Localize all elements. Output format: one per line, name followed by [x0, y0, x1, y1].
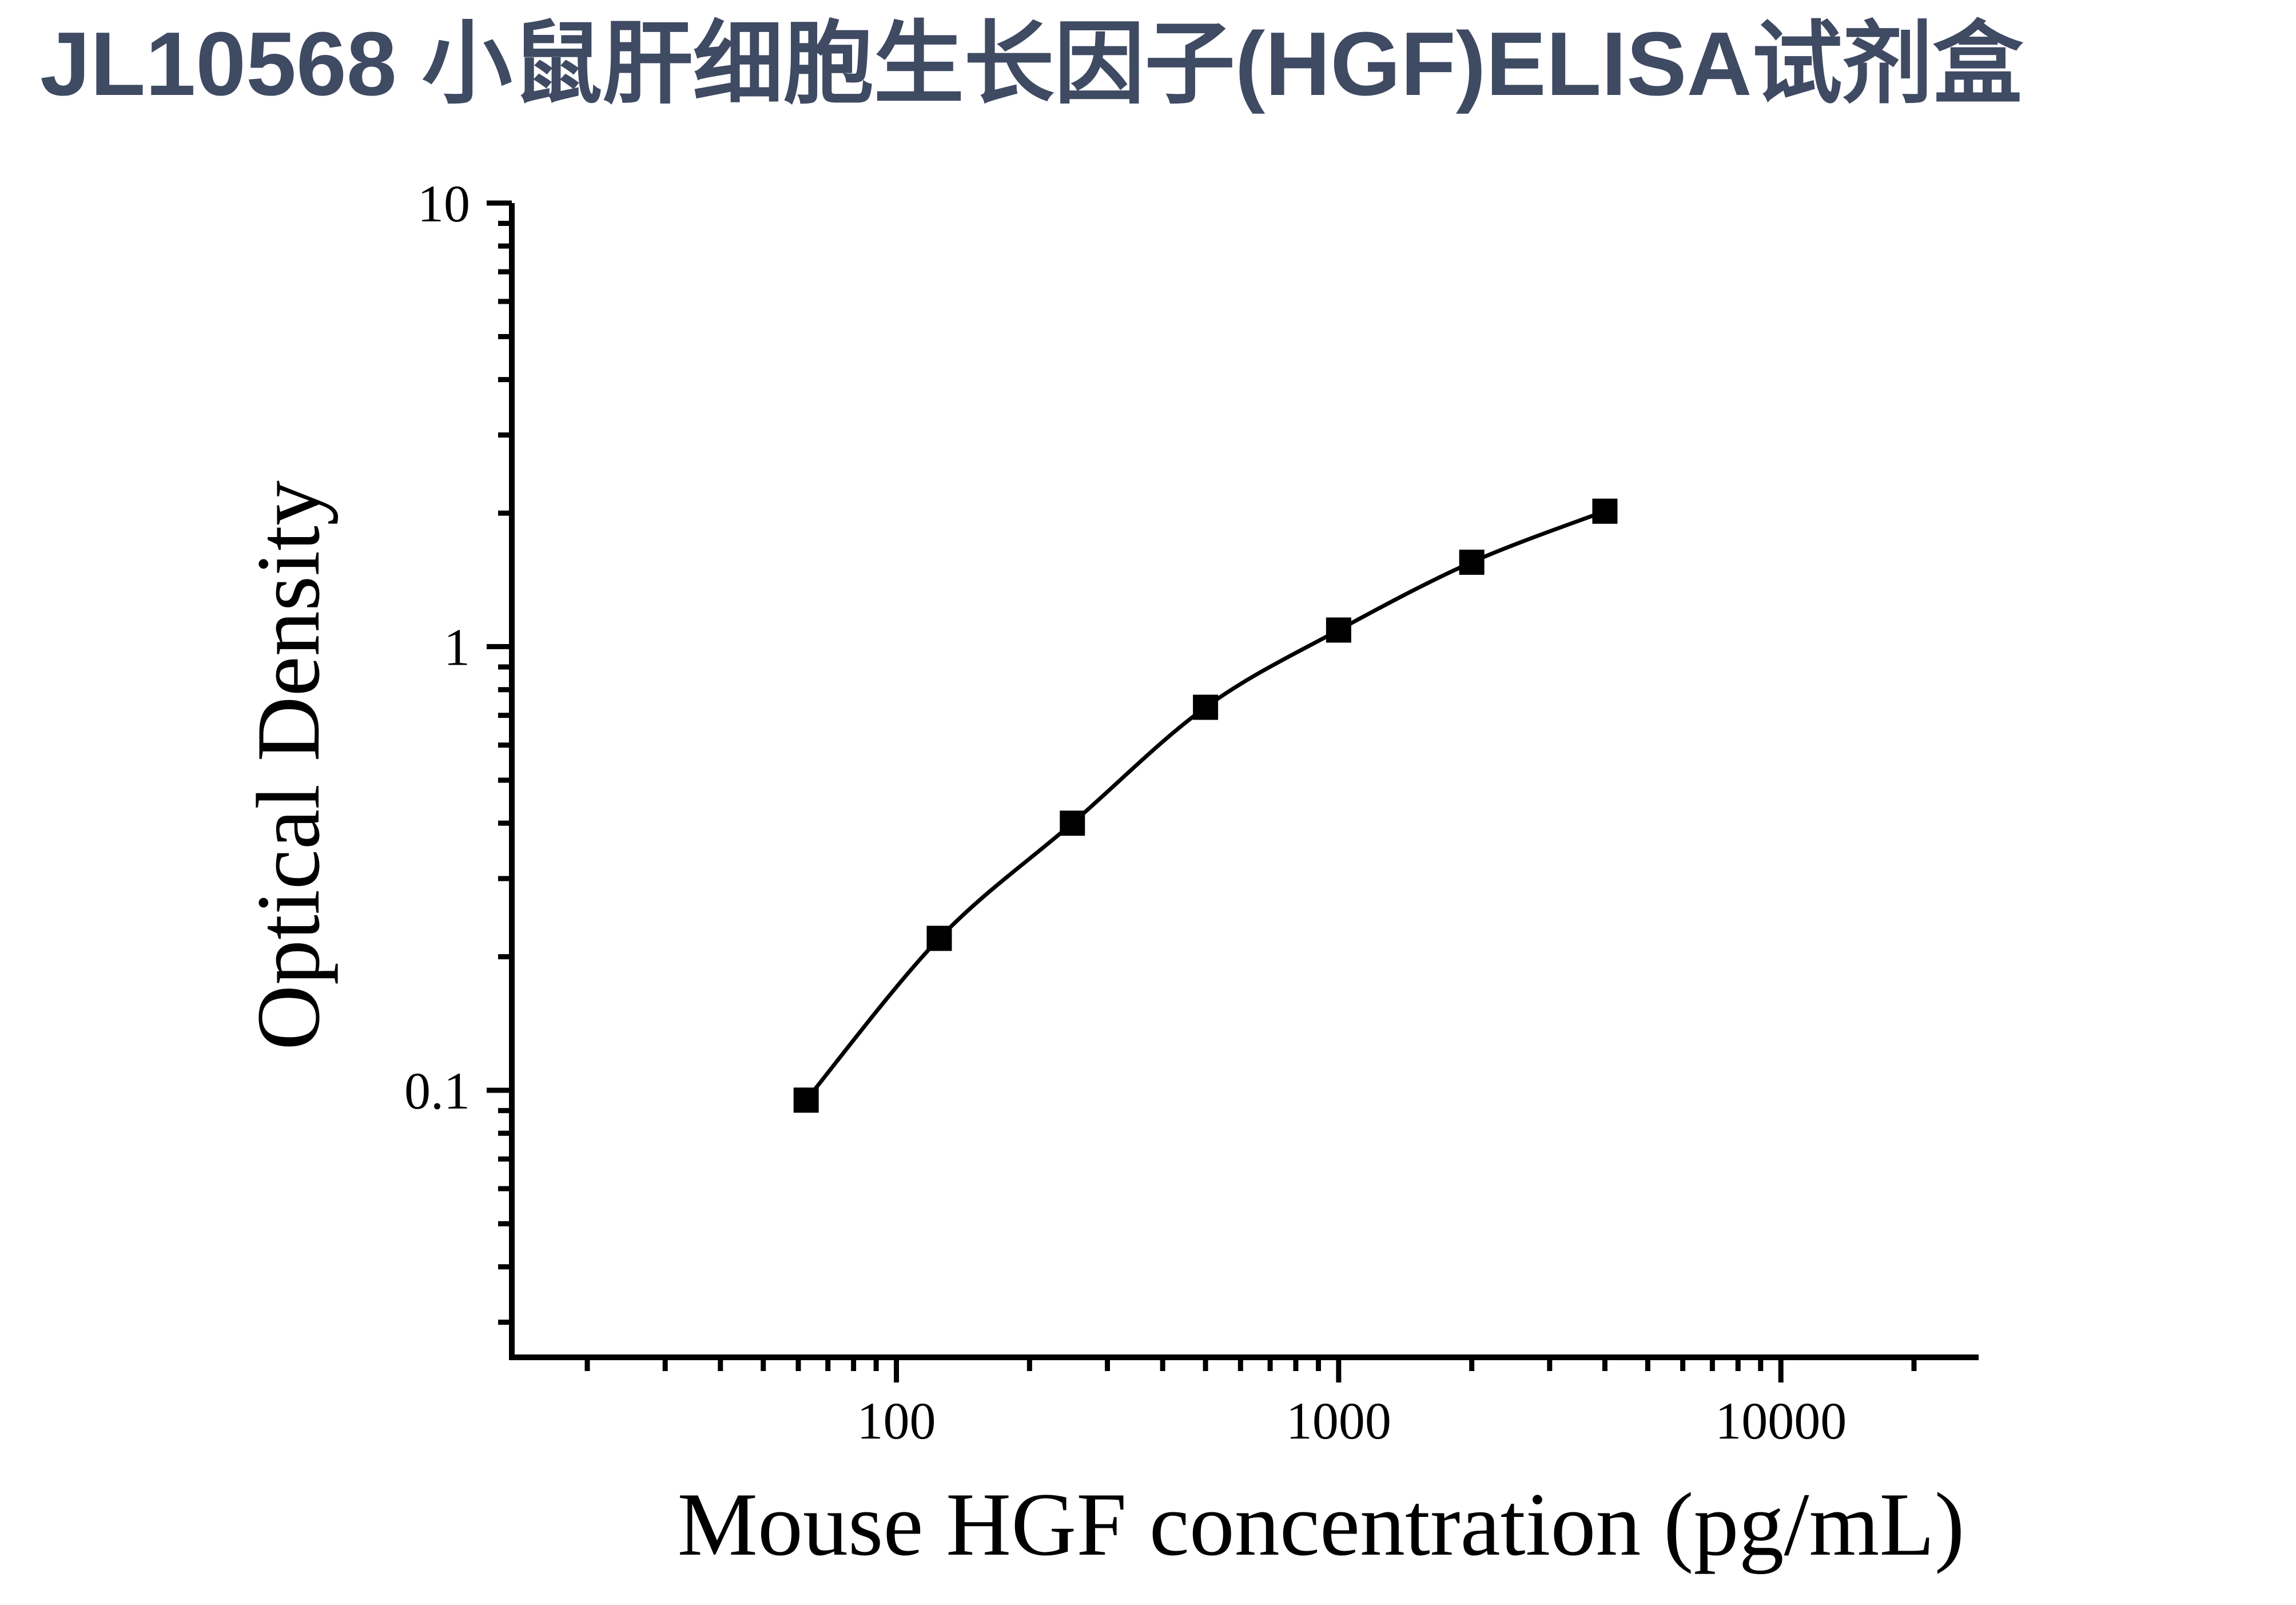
data-point-marker	[1060, 811, 1085, 836]
y-axis-title: Optical Density	[238, 480, 339, 1051]
data-points	[793, 498, 1618, 1113]
axes-frame	[509, 203, 1979, 1360]
y-tick-labels: 10 1 0.1	[404, 174, 470, 1120]
x-tick-labels: 100 1000 10000	[857, 1392, 1847, 1450]
data-point-marker	[1592, 498, 1618, 524]
x-axis-title: Mouse HGF concentration (pg/mL)	[677, 1475, 1965, 1575]
standard-curve-line	[804, 509, 1606, 1102]
data-point-marker	[1193, 694, 1219, 720]
chart-title: JL10568 小鼠肝细胞生长因子(HGF)ELISA试剂盒	[40, 14, 2023, 114]
data-point-marker	[1459, 549, 1485, 575]
data-point-marker	[793, 1087, 819, 1113]
curve	[804, 509, 1606, 1102]
y-axis-ticks	[487, 200, 512, 1325]
x-tick-label: 10000	[1715, 1392, 1847, 1450]
y-tick-label: 1	[444, 618, 470, 677]
y-tick-label: 10	[417, 174, 470, 233]
data-point-marker	[926, 925, 952, 951]
y-tick-label: 0.1	[404, 1062, 470, 1120]
x-tick-label: 1000	[1286, 1392, 1391, 1450]
x-tick-label: 100	[857, 1392, 936, 1450]
data-point-marker	[1326, 617, 1351, 643]
x-axis-ticks	[584, 1357, 1917, 1382]
